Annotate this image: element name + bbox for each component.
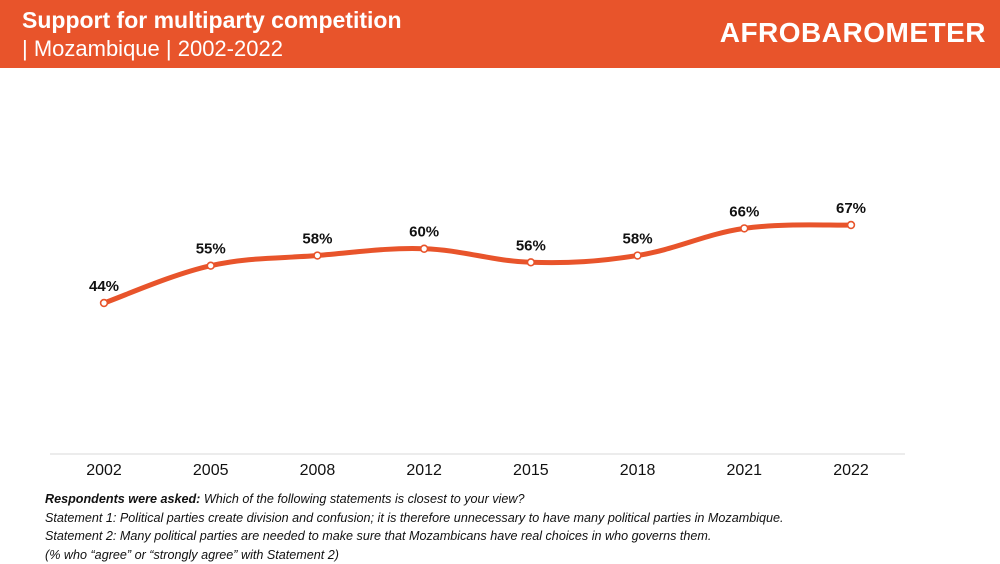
data-labels: 44% 55% 58% 60% 56% 58% 66% 67%	[89, 200, 866, 295]
x-tick-2002: 2002	[86, 462, 122, 479]
x-tick-2005: 2005	[193, 462, 229, 479]
data-point-2008	[314, 252, 321, 259]
x-tick-2021: 2021	[726, 462, 762, 479]
x-tick-2022: 2022	[833, 462, 869, 479]
data-point-2018	[634, 252, 641, 259]
data-point-2002	[101, 300, 108, 307]
chart-subtitle: | Mozambique | 2002-2022	[22, 36, 283, 62]
data-point-2015	[527, 259, 534, 266]
afrobarometer-logo: AFROBAROMETER	[720, 16, 986, 50]
data-points	[101, 222, 855, 307]
x-tick-2015: 2015	[513, 462, 549, 479]
footnotes: Respondents were asked: Which of the fol…	[45, 490, 985, 564]
data-point-2012	[421, 245, 428, 252]
data-label-2012: 60%	[409, 224, 439, 241]
data-label-2002: 44%	[89, 278, 119, 295]
statement-2: Statement 2: Many political parties are …	[45, 527, 985, 546]
data-point-2005	[207, 262, 214, 269]
statement-1: Statement 1: Political parties create di…	[45, 509, 985, 528]
x-tick-labels: 2002 2005 2008 2012 2015 2018 2021 2022	[86, 462, 869, 479]
x-tick-2012: 2012	[406, 462, 442, 479]
data-label-2005: 55%	[196, 241, 226, 258]
series-line	[104, 225, 851, 303]
x-tick-2008: 2008	[300, 462, 336, 479]
data-label-2022: 67%	[836, 200, 866, 217]
question-label: Respondents were asked:	[45, 492, 200, 506]
data-point-2021	[741, 225, 748, 232]
footnote: (% who “agree” or “strongly agree” with …	[45, 546, 985, 564]
question-text: Which of the following statements is clo…	[204, 492, 525, 506]
data-label-2008: 58%	[302, 231, 332, 248]
data-point-2022	[848, 222, 855, 229]
chart-title: Support for multiparty competition	[22, 6, 402, 34]
data-label-2021: 66%	[729, 203, 759, 220]
question-line: Respondents were asked: Which of the fol…	[45, 490, 985, 509]
x-tick-2018: 2018	[620, 462, 656, 479]
data-label-2015: 56%	[516, 237, 546, 254]
line-chart: 44% 55% 58% 60% 56% 58% 66% 67% 2002 2005 2008 201…	[0, 68, 1000, 488]
header-banner: Support for multiparty competition | Moz…	[0, 0, 1000, 68]
data-label-2018: 58%	[623, 231, 653, 248]
